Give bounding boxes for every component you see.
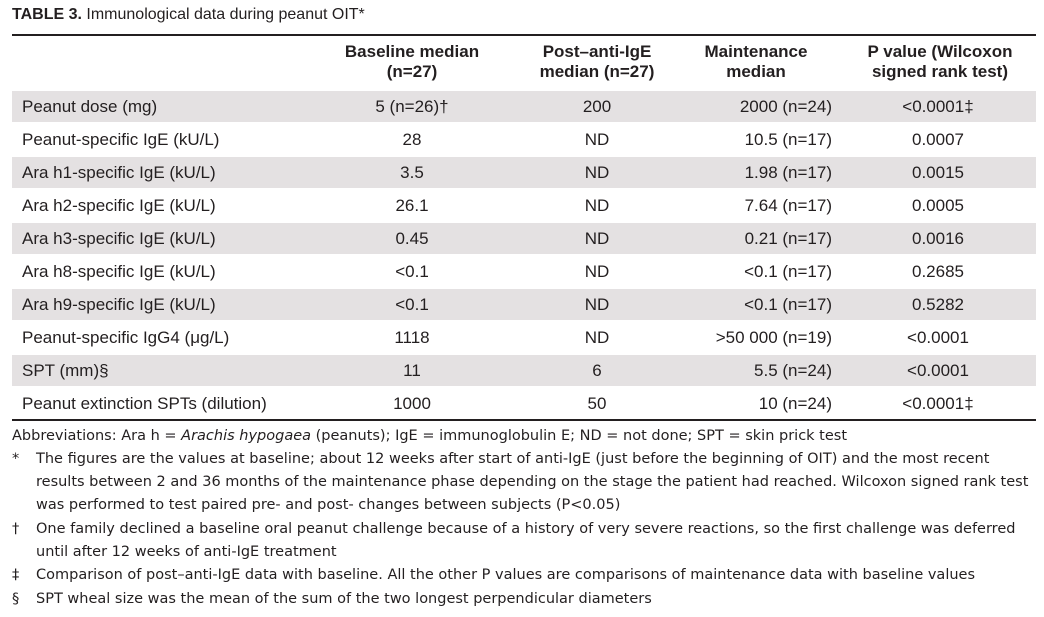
header-p-value: P value (Wilcoxon signed rank test)	[850, 42, 1030, 82]
header-post-anti-ige: Post–anti-IgE median (n=27)	[517, 42, 677, 82]
abbreviations-prefix: Abbreviations: Ara h =	[12, 428, 182, 444]
row-label: Peanut-specific IgG4 (μg/L)	[22, 328, 230, 347]
top-rule	[12, 34, 1036, 36]
baseline-value: <0.1	[395, 295, 429, 314]
table-row: Ara h1-specific IgE (kU/L) 3.5 ND 1.98 (…	[12, 157, 1036, 188]
footnote: * The figures are the values at baseline…	[12, 448, 1036, 517]
row-label: Ara h2-specific IgE (kU/L)	[22, 196, 216, 215]
footnote-mark: §	[12, 591, 20, 607]
row-label: SPT (mm)§	[22, 361, 109, 380]
p-value: <0.0001	[907, 361, 969, 380]
maintenance-value: 7.64 (n=17)	[744, 196, 832, 215]
post-value: ND	[584, 229, 610, 248]
post-value: 50	[587, 394, 607, 413]
table-row: Peanut-specific IgG4 (μg/L) 1118 ND >50 …	[12, 322, 1036, 353]
footnote: ‡ Comparison of post–anti-IgE data with …	[12, 564, 1036, 587]
post-value: ND	[584, 163, 610, 182]
table-row: Peanut extinction SPTs (dilution) 1000 5…	[12, 388, 1036, 419]
table-row: Ara h2-specific IgE (kU/L) 26.1 ND 7.64 …	[12, 190, 1036, 221]
maintenance-value: 10 (n=24)	[758, 394, 832, 413]
baseline-value: 11	[403, 361, 421, 380]
header-baseline-line2: (n=27)	[386, 62, 438, 81]
footnote-text: The figures are the values at baseline; …	[36, 451, 1029, 513]
p-value: 0.2685	[912, 262, 964, 281]
post-value: ND	[584, 328, 610, 347]
baseline-value: 3.5	[400, 163, 424, 182]
footnote-mark: ‡	[12, 567, 20, 583]
row-label: Peanut-specific IgE (kU/L)	[22, 130, 220, 149]
p-value: 0.0005	[912, 196, 964, 215]
baseline-value: 1118	[394, 328, 430, 347]
header-post-line2: median (n=27)	[539, 62, 655, 81]
table-row: Ara h3-specific IgE (kU/L) 0.45 ND 0.21 …	[12, 223, 1036, 254]
abbreviations-note: Abbreviations: Ara h = Arachis hypogaea …	[12, 425, 847, 448]
header-maintenance-line2: median	[726, 62, 786, 81]
maintenance-value: 10.5 (n=17)	[744, 130, 832, 149]
table-row: SPT (mm)§ 11 6 5.5 (n=24) <0.0001	[12, 355, 1036, 386]
footnote-mark: †	[12, 521, 20, 537]
table-title: TABLE 3. Immunological data during peanu…	[12, 6, 365, 24]
p-value: <0.0001	[907, 328, 969, 347]
table-row: Ara h8-specific IgE (kU/L) <0.1 ND <0.1 …	[12, 256, 1036, 287]
post-value: ND	[584, 196, 610, 215]
p-value: 0.5282	[912, 295, 964, 314]
p-value: 0.0015	[912, 163, 964, 182]
table-number: TABLE 3.	[12, 6, 82, 23]
post-value: 200	[582, 97, 612, 116]
maintenance-value: 5.5 (n=24)	[754, 361, 832, 380]
abbreviations-suffix: (peanuts); IgE = immunoglobulin E; ND = …	[311, 428, 848, 444]
header-pvalue-line1: P value (Wilcoxon	[867, 42, 1013, 61]
row-label: Ara h3-specific IgE (kU/L)	[22, 229, 216, 248]
post-value: ND	[584, 295, 610, 314]
post-value: ND	[584, 262, 610, 281]
baseline-value: <0.1	[395, 262, 429, 281]
row-label: Ara h8-specific IgE (kU/L)	[22, 262, 216, 281]
row-label: Peanut dose (mg)	[22, 97, 158, 116]
footnote-text: Comparison of post–anti-IgE data with ba…	[36, 567, 976, 583]
post-value: 6	[592, 361, 602, 380]
header-baseline-line1: Baseline median	[344, 42, 480, 61]
baseline-value: 5 (n=26)†	[375, 97, 449, 116]
header-pvalue-line2: signed rank test)	[871, 62, 1009, 81]
row-label: Ara h9-specific IgE (kU/L)	[22, 295, 216, 314]
header-post-line1: Post–anti-IgE	[542, 42, 652, 61]
bottom-rule	[12, 419, 1036, 421]
row-label: Ara h1-specific IgE (kU/L)	[22, 163, 216, 182]
p-value: 0.0016	[912, 229, 964, 248]
table-row: Peanut dose (mg) 5 (n=26)† 200 2000 (n=2…	[12, 91, 1036, 122]
baseline-value: 26.1	[395, 196, 429, 215]
row-label: Peanut extinction SPTs (dilution)	[22, 394, 267, 413]
maintenance-value: >50 000 (n=19)	[715, 328, 832, 347]
p-value: <0.0001‡	[902, 97, 974, 116]
header-maintenance: Maintenance median	[686, 42, 826, 82]
maintenance-value: 0.21 (n=17)	[744, 229, 832, 248]
maintenance-value: <0.1 (n=17)	[744, 262, 832, 281]
footnote-mark: *	[12, 451, 20, 467]
post-value: ND	[584, 130, 610, 149]
footnote-text: One family declined a baseline oral pean…	[36, 521, 1016, 560]
header-baseline: Baseline median (n=27)	[297, 42, 527, 82]
footnote-text: SPT wheal size was the mean of the sum o…	[36, 591, 652, 607]
maintenance-value: <0.1 (n=17)	[744, 295, 832, 314]
baseline-value: 1000	[393, 394, 431, 413]
maintenance-value: 2000 (n=24)	[739, 97, 832, 116]
baseline-value: 28	[402, 130, 422, 149]
footnote: § SPT wheal size was the mean of the sum…	[12, 588, 1036, 611]
maintenance-value: 1.98 (n=17)	[744, 163, 832, 182]
p-value: 0.0007	[912, 130, 964, 149]
baseline-value: 0.45	[395, 229, 429, 248]
table-caption: Immunological data during peanut OIT*	[86, 6, 365, 23]
table-row: Ara h9-specific IgE (kU/L) <0.1 ND <0.1 …	[12, 289, 1036, 320]
abbreviations-italic: Arachis hypogaea	[181, 428, 312, 444]
footnote: † One family declined a baseline oral pe…	[12, 518, 1036, 564]
table-row: Peanut-specific IgE (kU/L) 28 ND 10.5 (n…	[12, 124, 1036, 155]
p-value: <0.0001‡	[902, 394, 974, 413]
header-maintenance-line1: Maintenance	[704, 42, 808, 61]
